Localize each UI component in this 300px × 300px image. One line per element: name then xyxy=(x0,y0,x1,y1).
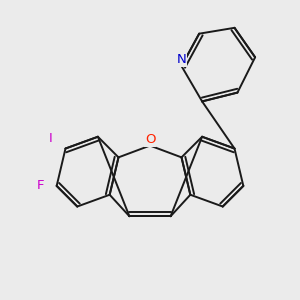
Text: O: O xyxy=(145,133,155,146)
Text: I: I xyxy=(49,132,52,145)
Text: N: N xyxy=(177,53,186,66)
Text: F: F xyxy=(37,179,44,192)
